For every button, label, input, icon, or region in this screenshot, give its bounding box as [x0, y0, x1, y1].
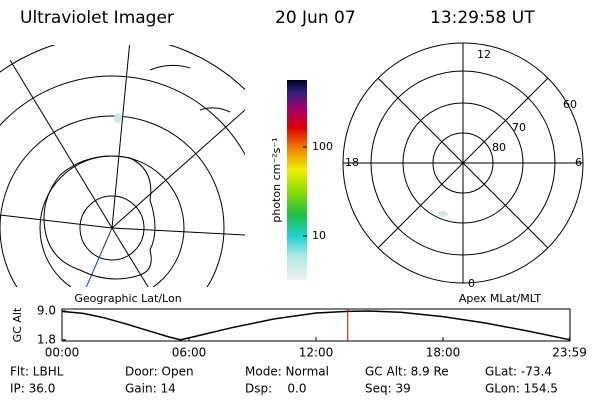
mlt-label: 18 [345, 156, 359, 169]
status-field: IP: 36.0 [10, 382, 55, 396]
status-field: GC Alt: 8.9 Re [365, 365, 449, 379]
mlt-label: 0 [468, 277, 475, 290]
x-tick-label: 18:00 [426, 346, 461, 360]
status-field: Seq: 39 [365, 382, 411, 396]
y-axis-label: GC Alt [11, 307, 24, 342]
time: 13:29:58 UT [430, 8, 535, 28]
x-tick-label: 23:59 [552, 346, 587, 360]
x-tick-label: 12:00 [299, 346, 334, 360]
mlt-label: 6 [575, 156, 582, 169]
left-map [0, 45, 245, 287]
status-field: GLat: -73.4 [485, 365, 552, 379]
colorbar-tick-label: 10 [312, 229, 326, 242]
lat-label: 60 [563, 98, 577, 111]
right-map [342, 42, 584, 284]
status-field: GLon: 154.5 [485, 382, 558, 396]
status-field: Gain: 14 [125, 382, 176, 396]
lat-label: 70 [512, 121, 526, 134]
x-tick-label: 06:00 [172, 346, 207, 360]
status-field: Door: Open [125, 365, 194, 379]
status-field: Flt: LBHL [10, 365, 64, 379]
colorbar [287, 80, 307, 280]
status-field: Mode: Normal [245, 365, 329, 379]
left-map-label: Geographic Lat/Lon [74, 292, 181, 305]
mlt-label: 12 [477, 48, 491, 61]
x-tick-label: 00:00 [45, 346, 80, 360]
colorbar-label: photon cm⁻²s⁻¹ [270, 137, 283, 222]
colorbar-tick-label: 100 [312, 140, 333, 153]
status-field: Dsp: 0.0 [245, 382, 307, 396]
title: Ultraviolet Imager [20, 8, 174, 28]
lat-label: 80 [492, 141, 506, 154]
altitude-line [61, 310, 571, 341]
right-map-label: Apex MLat/MLT [459, 292, 542, 305]
y-tick-label: 1.8 [37, 332, 56, 346]
date: 20 Jun 07 [275, 8, 356, 28]
y-tick-label: 9.0 [37, 304, 56, 318]
